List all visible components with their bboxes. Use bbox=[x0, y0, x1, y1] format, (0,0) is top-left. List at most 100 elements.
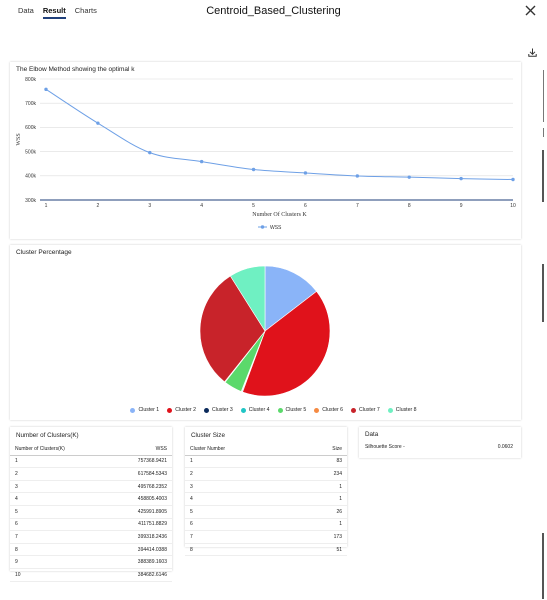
legend-wss-marker bbox=[260, 225, 265, 229]
legend-dot bbox=[240, 407, 246, 413]
table-row: 2 617584.5343 bbox=[10, 467, 172, 481]
y-tick-label: 800k bbox=[25, 77, 36, 83]
legend-item[interactable]: Cluster 1 bbox=[130, 407, 159, 413]
silhouette-label: Silhouette Score - bbox=[365, 444, 405, 450]
legend-item[interactable]: Cluster 4 bbox=[240, 407, 270, 413]
x-tick-label: 7 bbox=[356, 203, 359, 209]
legend-wss-label: WSS bbox=[270, 225, 282, 231]
page-title: Centroid_Based_Clustering bbox=[206, 5, 341, 17]
legend-item[interactable]: Cluster 7 bbox=[351, 407, 380, 413]
data-point bbox=[459, 176, 463, 181]
y-tick-label: 700k bbox=[25, 101, 36, 107]
legend-dot bbox=[203, 407, 209, 413]
table-row: 1 757368.9421 bbox=[10, 455, 172, 469]
pie-slice bbox=[199, 275, 266, 383]
scrollbar-thumb[interactable] bbox=[542, 533, 544, 599]
legend-dot bbox=[351, 407, 357, 413]
table-row: 5 26 bbox=[185, 505, 347, 519]
data-point bbox=[148, 150, 152, 155]
data-point bbox=[511, 177, 515, 182]
table-cell: 5 bbox=[10, 505, 108, 519]
legend-item[interactable]: Cluster 8 bbox=[387, 407, 417, 413]
legend-label: Cluster 1 bbox=[138, 407, 160, 413]
tab-data[interactable]: Data bbox=[18, 6, 34, 15]
legend-item[interactable]: Cluster 2 bbox=[167, 407, 196, 413]
cluster-size-table: Cluster Number Size 1 83 2 234 3 1 4 1 5 26 6 1 7 173… bbox=[185, 443, 347, 557]
legend-label: Cluster 2 bbox=[175, 407, 196, 413]
table-cell: 1 bbox=[297, 518, 347, 532]
tab-charts[interactable]: Charts bbox=[74, 6, 97, 15]
tab-result[interactable]: Result bbox=[42, 6, 66, 19]
table-cell: 425991.8905 bbox=[107, 505, 172, 519]
data-point bbox=[407, 175, 411, 179]
wss-series-line bbox=[45, 88, 514, 181]
legend-dot bbox=[277, 407, 283, 413]
legend-label: Cluster 4 bbox=[248, 407, 270, 413]
table-cell: 51 bbox=[297, 543, 347, 557]
x-tick-label: 9 bbox=[460, 203, 463, 209]
table-cell: 1 bbox=[10, 455, 108, 469]
table-cell: 384682.6146 bbox=[107, 568, 172, 582]
scrollbar-thumb[interactable] bbox=[542, 264, 544, 322]
table-row: 3 495768.2352 bbox=[10, 480, 172, 494]
table-row: 8 394414.0388 bbox=[10, 543, 172, 557]
table-cell: 7 bbox=[185, 530, 298, 544]
scrollbar-thumb[interactable] bbox=[542, 70, 544, 122]
silhouette-value: 0.0602 bbox=[497, 444, 513, 450]
cluster-size-card: Cluster Size Cluster Number Size 1 83 2 234… bbox=[185, 427, 347, 557]
x-axis-label: Number Of Clusters K bbox=[252, 211, 307, 218]
table-cell: 495768.2352 bbox=[107, 480, 172, 494]
table-cell: 388389.1603 bbox=[107, 555, 172, 569]
download-icon[interactable] bbox=[528, 44, 537, 62]
legend-label: Cluster 8 bbox=[395, 407, 417, 413]
pie-chart-title: Cluster Percentage bbox=[16, 249, 72, 256]
pie-slice bbox=[242, 290, 331, 397]
table-cell: 9 bbox=[10, 555, 108, 569]
pie-legend: Cluster 1 Cluster 2 Cluster 3 Cluster 4 Clus… bbox=[0, 407, 547, 413]
table-cell: 757368.9421 bbox=[107, 455, 172, 469]
table-cell: 2 bbox=[185, 467, 298, 481]
table-cell: 7 bbox=[10, 530, 108, 544]
table-cell: 2 bbox=[10, 467, 108, 481]
table-cell: 1 bbox=[297, 492, 347, 506]
y-tick-label: 300k bbox=[25, 198, 36, 204]
table-row: 8 51 bbox=[185, 543, 347, 557]
number-clusters-table: Number of Clusters(K) WSS 1 757368.9421 2 6… bbox=[10, 443, 172, 582]
data-point bbox=[303, 171, 308, 175]
y-tick-label: 500k bbox=[25, 149, 36, 155]
table-cell: 83 bbox=[297, 455, 347, 469]
legend-item[interactable]: Cluster 5 bbox=[277, 407, 306, 413]
table-row: 1 83 bbox=[185, 455, 347, 469]
tab-bar: Data Result Charts bbox=[18, 6, 97, 19]
table-row: 4 458805.4003 bbox=[10, 492, 172, 506]
table-cell: 411751.8829 bbox=[107, 518, 172, 532]
x-tick-label: 6 bbox=[304, 203, 307, 209]
close-icon[interactable] bbox=[525, 3, 536, 19]
elbow-chart-card: The Elbow Method showing the optimal k bbox=[10, 62, 521, 239]
table-cell: 4 bbox=[10, 492, 108, 506]
legend-item[interactable]: Cluster 3 bbox=[203, 407, 233, 413]
scrollbar-thumb[interactable] bbox=[542, 128, 544, 137]
legend-item[interactable]: Cluster 6 bbox=[314, 407, 343, 413]
data-card-title: Data bbox=[365, 431, 379, 438]
table-row: 6 411751.8829 bbox=[10, 518, 172, 532]
legend-dot bbox=[314, 407, 320, 413]
table-row: 2 234 bbox=[185, 467, 347, 481]
table-cell: 234 bbox=[297, 467, 347, 481]
column-header: Cluster Number bbox=[185, 443, 298, 456]
y-axis-label: WSS bbox=[16, 133, 22, 145]
table-row: 10 384682.6146 bbox=[10, 568, 172, 582]
data-point bbox=[96, 121, 100, 125]
data-point bbox=[355, 174, 360, 178]
scrollbar-thumb[interactable] bbox=[542, 150, 544, 202]
data-point bbox=[199, 159, 204, 164]
x-tick-label: 4 bbox=[200, 203, 203, 209]
table-cell: 26 bbox=[297, 505, 347, 519]
table-cell: 394414.0388 bbox=[107, 543, 172, 557]
data-point bbox=[44, 87, 48, 92]
table-cell: 458805.4003 bbox=[107, 492, 172, 506]
